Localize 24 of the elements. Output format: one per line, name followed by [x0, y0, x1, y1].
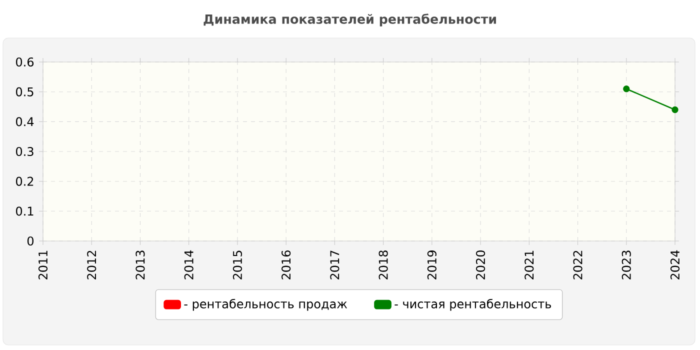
y-tick-label: 0.3	[16, 146, 34, 156]
y-tick-label: 0	[27, 236, 34, 246]
x-tick-label: 2019	[427, 250, 436, 280]
chart-title: Динамика показателей рентабельности	[204, 14, 496, 26]
x-tick-label: 2015	[232, 250, 242, 280]
x-tick-label: 2012	[87, 250, 96, 280]
x-tick-label: 2021	[524, 250, 534, 280]
x-tick-label: 2022	[573, 250, 582, 280]
y-tick-label: 0.4	[16, 117, 34, 126]
legend-label: - чистая рентабельность	[394, 298, 551, 311]
x-tick-label: 2020	[476, 250, 486, 280]
x-tick-label: 2018	[378, 250, 388, 280]
x-tick-label: 2017	[330, 250, 340, 280]
x-tick-label: 2016	[282, 250, 291, 280]
x-tick-label: 2011	[38, 250, 48, 280]
x-tick-label: 2023	[622, 250, 631, 280]
y-tick-label: 0.6	[16, 57, 34, 67]
y-tick-label: 0.2	[16, 176, 34, 186]
x-tick-label: 2013	[136, 250, 145, 280]
legend-label: - рентабельность продаж	[184, 298, 348, 311]
y-tick-label: 0.5	[16, 87, 34, 96]
x-tick-label: 2024	[670, 250, 680, 280]
y-tick-label: 0.1	[16, 206, 34, 216]
x-tick-label: 2014	[184, 250, 194, 280]
